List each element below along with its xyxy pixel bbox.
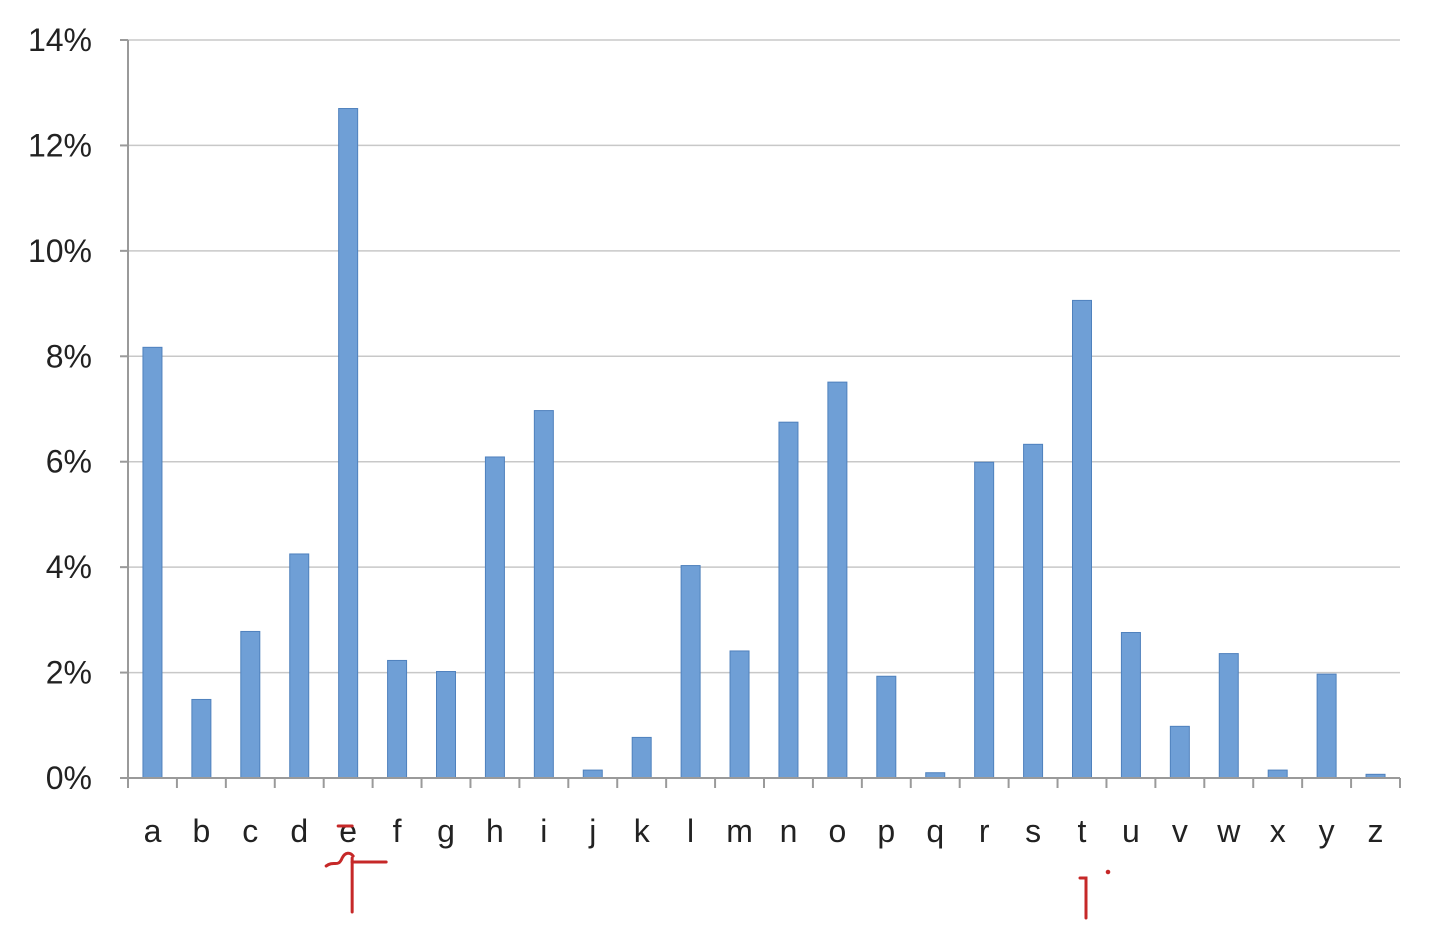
x-tick-label: c: [242, 813, 258, 849]
x-tick-label: r: [979, 813, 990, 849]
y-tick-labels: 0% 2% 4% 6% 8% 10% 12% 14%: [28, 22, 92, 796]
bar-i: [533, 410, 554, 779]
x-tick-label: q: [926, 813, 944, 849]
x-tick-label: d: [290, 813, 308, 849]
bar-c: [240, 630, 261, 779]
x-tick-label: t: [1078, 813, 1087, 849]
bar-m: [729, 650, 750, 779]
y-tick-label: 2%: [46, 655, 92, 691]
bar-x: [1267, 769, 1288, 779]
x-tick-label: s: [1025, 813, 1041, 849]
x-tick-label: g: [437, 813, 455, 849]
axes: [120, 39, 1401, 788]
ink-bracket-mark: [1078, 876, 1088, 920]
bar-n: [778, 421, 799, 779]
x-tick-label: a: [144, 813, 162, 849]
bar-r: [974, 461, 995, 779]
x-tick-label: z: [1368, 813, 1384, 849]
y-tick-label: 8%: [46, 338, 92, 374]
x-tick-label: i: [540, 813, 547, 849]
bar-f: [387, 659, 408, 779]
y-tick-label: 14%: [28, 22, 92, 58]
bar-h: [484, 456, 505, 779]
bar-w: [1218, 653, 1239, 779]
y-tick-label: 10%: [28, 233, 92, 269]
x-tick-label: o: [828, 813, 846, 849]
x-tick-label: y: [1319, 813, 1335, 849]
x-tick-label: e: [339, 813, 357, 849]
x-tick-label: n: [780, 813, 798, 849]
bar-g: [436, 671, 456, 779]
bar-b: [191, 698, 212, 779]
bar-t: [1072, 299, 1092, 779]
bars: [142, 108, 1386, 779]
bar-s: [1023, 443, 1044, 779]
bar-y: [1316, 673, 1337, 779]
bar-v: [1169, 725, 1190, 779]
x-tick-label: h: [486, 813, 504, 849]
x-tick-label: j: [588, 813, 596, 849]
bar-p: [876, 675, 897, 779]
x-tick-label: b: [192, 813, 210, 849]
x-tick-label: x: [1270, 813, 1286, 849]
x-tick-label: m: [726, 813, 753, 849]
x-tick-label: f: [393, 813, 402, 849]
y-tick-label: 6%: [46, 444, 92, 480]
ink-squiggle-mark: [324, 851, 355, 868]
bar-u: [1120, 632, 1141, 779]
x-tick-label: w: [1216, 813, 1241, 849]
x-tick-label: l: [687, 813, 694, 849]
x-tick-label: p: [877, 813, 895, 849]
y-tick-label: 12%: [28, 127, 92, 163]
bar-o: [827, 381, 848, 779]
gridlines: [128, 39, 1400, 674]
ink-dot-mark: [1105, 869, 1111, 875]
bar-d: [289, 553, 310, 779]
x-tick-label: u: [1122, 813, 1140, 849]
bar-k: [631, 736, 652, 779]
bar-l: [680, 565, 701, 779]
bar-e: [338, 108, 359, 779]
y-tick-label: 4%: [46, 549, 92, 585]
handwritten-annotations: [324, 824, 1111, 920]
bar-a: [142, 346, 163, 779]
bar-j: [582, 769, 603, 779]
y-tick-label: 0%: [46, 760, 92, 796]
x-tick-label: k: [634, 813, 651, 849]
x-tick-label: v: [1172, 813, 1188, 849]
